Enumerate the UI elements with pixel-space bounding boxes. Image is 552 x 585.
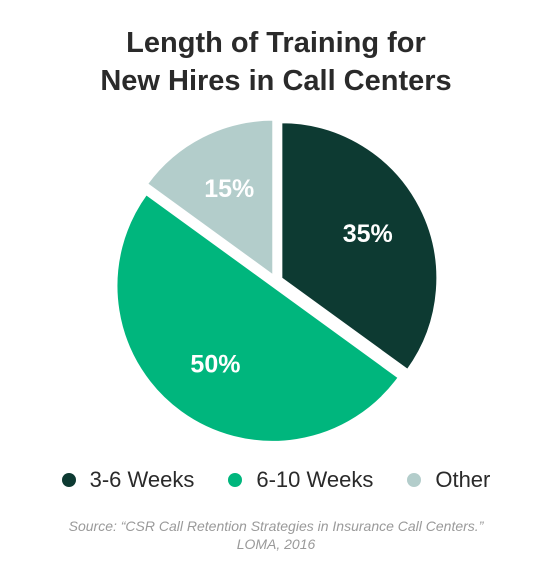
source-line-2: LOMA, 2016 bbox=[236, 536, 316, 552]
legend-label-other: Other bbox=[435, 467, 491, 492]
pie-slice-other bbox=[145, 118, 275, 278]
legend-label-6-10-weeks: 6-10 Weeks bbox=[256, 467, 374, 492]
legend-swatch-3-6-weeks bbox=[61, 473, 76, 487]
legend-item-6-10-weeks: 6-10 Weeks bbox=[228, 467, 373, 493]
legend-swatch-6-10-weeks bbox=[228, 473, 243, 487]
chart-title-line-1: Length of Training for bbox=[126, 27, 426, 59]
legend-swatch-other bbox=[407, 473, 422, 487]
pie-slice-3-6-weeks bbox=[280, 121, 439, 372]
pie-label-6-10-weeks: 50% bbox=[190, 350, 240, 378]
pie-label-other: 15% bbox=[204, 175, 254, 203]
chart-title: Length of Training for New Hires in Call… bbox=[0, 24, 552, 100]
pie-chart: 35% 50% 15% bbox=[115, 118, 439, 443]
pie-slice-6-10-weeks bbox=[115, 192, 401, 443]
chart-title-line-2: New Hires in Call Centers bbox=[100, 65, 452, 97]
source-note: Source: “CSR Call Retention Strategies i… bbox=[0, 517, 552, 553]
legend-label-3-6-weeks: 3-6 Weeks bbox=[89, 467, 195, 492]
source-line-1: Source: “CSR Call Retention Strategies i… bbox=[68, 518, 484, 534]
legend: 3-6 Weeks 6-10 Weeks Other bbox=[0, 466, 552, 494]
legend-item-other: Other bbox=[407, 467, 490, 493]
pie-label-3-6-weeks: 35% bbox=[343, 220, 393, 248]
legend-item-3-6-weeks: 3-6 Weeks bbox=[61, 467, 195, 493]
